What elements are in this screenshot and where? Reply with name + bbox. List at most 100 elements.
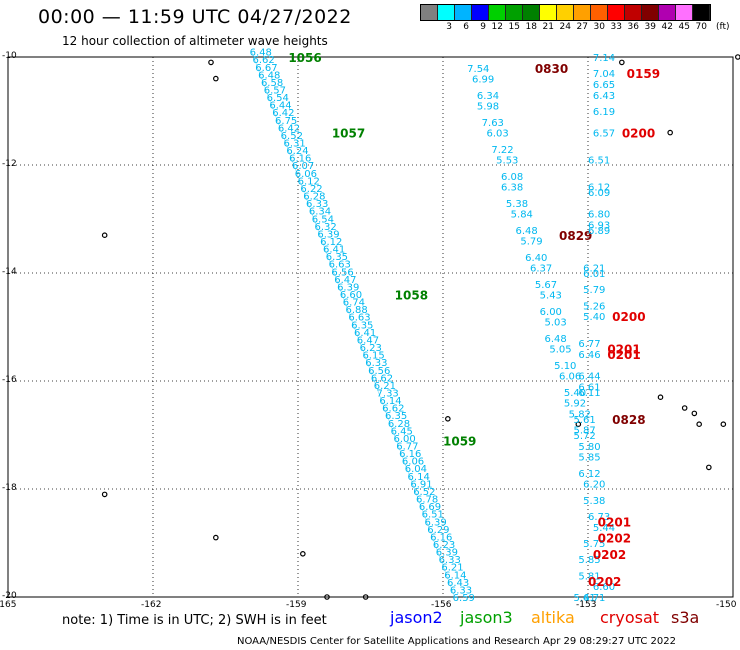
swh-value: 6.39 <box>424 517 446 528</box>
swh-value: 5.79 <box>583 285 605 296</box>
pass-time-label: 0159 <box>627 67 660 81</box>
swh-value: 5.87 <box>574 426 596 437</box>
island-outline <box>213 75 219 82</box>
swh-value: 6.16 <box>399 449 421 460</box>
swh-value: 6.44 <box>269 101 291 112</box>
colorbar-unit: (ft) <box>716 22 730 32</box>
colorbar-swatch <box>438 5 455 20</box>
pass-time-label: 0829 <box>559 229 592 243</box>
colorbar-swatch <box>574 5 591 20</box>
swh-value: 6.56 <box>368 366 390 377</box>
swh-value: 6.42 <box>272 108 294 119</box>
swh-value: 7.22 <box>491 145 513 156</box>
colorbar-label: 24 <box>559 22 571 32</box>
swh-value: 6.41 <box>323 245 345 256</box>
swh-value: 6.21 <box>374 381 396 392</box>
swh-value: 6.57 <box>593 129 615 140</box>
lat-tick-label: -20 <box>2 591 17 601</box>
swh-value: 6.34 <box>477 91 499 102</box>
satellite-legend-jason2: jason2 <box>390 608 443 627</box>
lon-tick-label: -150 <box>716 600 737 610</box>
swh-value: 5.40 <box>583 312 605 323</box>
map-frame <box>7 56 734 598</box>
island-outline <box>735 54 740 60</box>
swh-value: 6.91 <box>410 479 432 490</box>
satellite-legend-s3a: s3a <box>671 608 700 627</box>
pass-time-label: 1056 <box>288 51 321 65</box>
swh-value: 6.48 <box>545 334 567 345</box>
swh-value: 6.33 <box>439 555 461 566</box>
swh-value: 6.60 <box>340 290 362 301</box>
island-outline <box>720 421 727 428</box>
colorbar-swatch <box>625 5 642 20</box>
swh-value: 6.04 <box>405 464 427 475</box>
swh-value: 5.80 <box>578 442 600 453</box>
swh-value: 5.61 <box>574 415 596 426</box>
lon-tick-label: -162 <box>141 600 162 610</box>
swh-value: 6.93 <box>588 220 610 231</box>
swh-value: 6.20 <box>583 480 605 491</box>
swh-value: 6.39 <box>436 548 458 559</box>
swh-value: 6.14 <box>444 570 466 581</box>
swh-value: 6.08 <box>501 172 523 183</box>
colorbar-swatch <box>591 5 608 20</box>
island-outline <box>213 534 219 541</box>
swh-value: 6.12 <box>588 183 610 194</box>
swh-value: 6.38 <box>501 183 523 194</box>
swh-value: 6.12 <box>298 176 320 187</box>
swh-value: 6.51 <box>422 510 444 521</box>
swh-value: 6.47 <box>334 275 356 286</box>
swh-value: 6.31 <box>284 139 306 150</box>
swh-value: 5.85 <box>578 555 600 566</box>
swh-value: 5.81 <box>578 571 600 582</box>
swh-value: 6.19 <box>593 107 615 118</box>
swh-value: 6.61 <box>578 382 600 393</box>
swh-value: 6.73 <box>588 512 610 523</box>
swh-value: 5.67 <box>535 280 557 291</box>
swh-value: 6.33 <box>306 199 328 210</box>
colorbar-swatch <box>693 5 710 20</box>
island-outline <box>667 129 673 136</box>
swh-value: 5.82 <box>569 409 591 420</box>
colorbar-swatch <box>608 5 625 20</box>
island-outline <box>696 421 702 428</box>
swh-value: 6.77 <box>396 442 418 453</box>
swh-value: 6.43 <box>447 578 469 589</box>
swh-value: 6.00 <box>540 307 562 318</box>
swh-value: 6.23 <box>433 540 455 551</box>
swh-value: 6.09 <box>588 188 610 199</box>
colorbar-swatch <box>455 5 472 20</box>
swh-value: 6.29 <box>427 525 449 536</box>
pass-time-label: 1059 <box>443 434 476 448</box>
pass-time-label: 1058 <box>395 289 428 303</box>
swh-value: 6.06 <box>295 169 317 180</box>
swh-value: 6.42 <box>278 123 300 134</box>
island-outline <box>208 59 214 66</box>
colorbar-label: 33 <box>610 22 622 32</box>
colorbar-label: 42 <box>661 22 673 32</box>
colorbar-swatch <box>472 5 489 20</box>
swh-value: 5.05 <box>549 345 571 356</box>
lon-tick-label: -165 <box>0 600 17 610</box>
swh-value: 6.62 <box>371 373 393 384</box>
swh-value: 5.85 <box>578 453 600 464</box>
island-outline <box>619 59 625 66</box>
swh-value: 6.80 <box>588 210 610 221</box>
swh-value: 6.89 <box>588 226 610 237</box>
colorbar-label: 70 <box>695 22 707 32</box>
island-outline <box>101 232 108 239</box>
map-subtitle: 12 hour collection of altimeter wave hei… <box>62 34 328 48</box>
swh-value: 6.65 <box>593 80 615 91</box>
swh-value: 5.98 <box>477 102 499 113</box>
swh-value: 6.69 <box>419 502 441 513</box>
swh-value: 6.22 <box>300 184 322 195</box>
swh-value: 5.79 <box>520 237 542 248</box>
swh-value: 6.58 <box>261 78 283 89</box>
colorbar-swatch <box>523 5 540 20</box>
swh-value: 6.57 <box>264 85 286 96</box>
swh-value: 6.99 <box>472 75 494 86</box>
swh-value: 6.74 <box>343 298 365 309</box>
swh-value: 6.34 <box>309 207 331 218</box>
swh-value: 6.33 <box>365 358 387 369</box>
swh-value: 6.37 <box>530 264 552 275</box>
